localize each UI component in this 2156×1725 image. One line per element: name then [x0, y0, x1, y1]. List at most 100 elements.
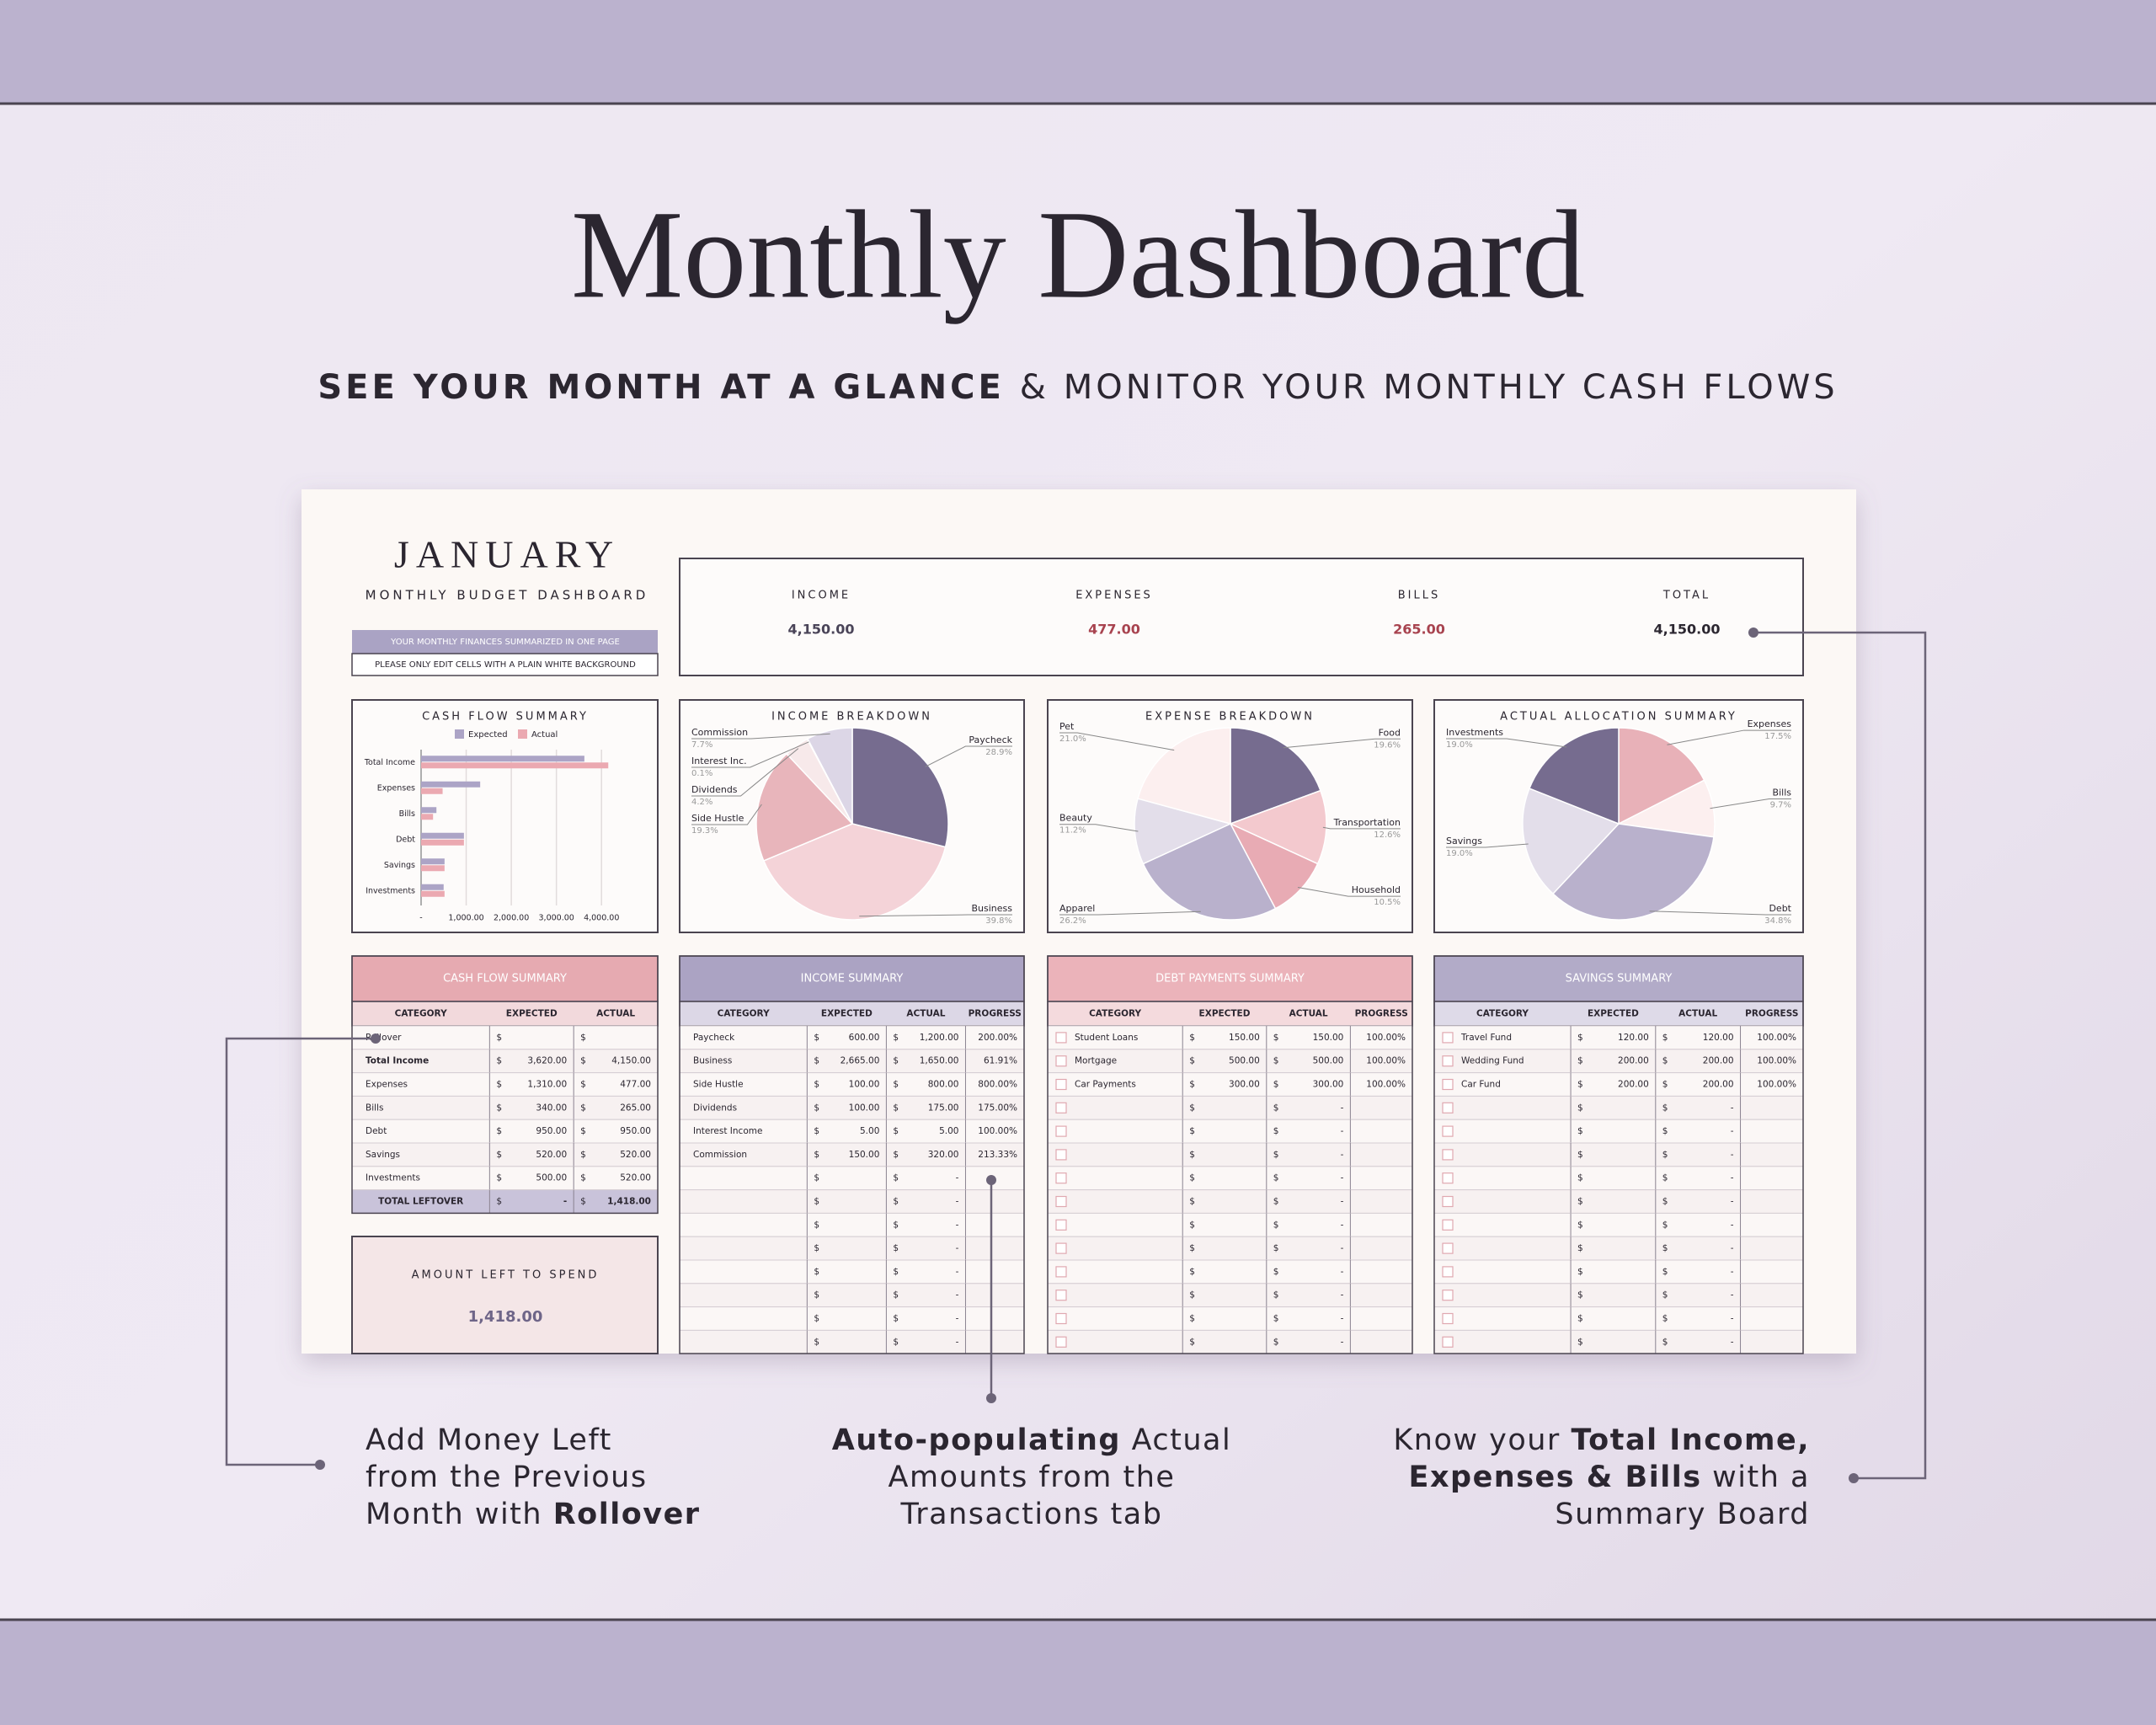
table-row: [351, 1119, 659, 1144]
checkbox[interactable]: [1442, 1172, 1454, 1184]
checkbox[interactable]: [1442, 1219, 1454, 1231]
checkbox[interactable]: [1055, 1312, 1067, 1325]
pie-slice: [755, 752, 854, 862]
checkbox[interactable]: [1055, 1195, 1067, 1208]
leader-line: [1059, 911, 1201, 916]
pie-value-label: 11.2%: [1059, 826, 1086, 836]
cell-value: 100.00%: [1366, 1056, 1406, 1066]
note-banner: [352, 630, 658, 654]
checkbox[interactable]: [1055, 1266, 1067, 1278]
checkbox[interactable]: [1055, 1290, 1067, 1301]
page-subtitle: SEE YOUR MONTH AT A GLANCE & MONITOR YOUR…: [318, 368, 1838, 407]
currency-sign: $: [1577, 1220, 1583, 1230]
note-banner-text: YOUR MONTHLY FINANCES SUMMARIZED IN ONE …: [390, 638, 620, 647]
checkbox[interactable]: [1055, 1125, 1067, 1137]
column-header: PROGRESS: [1355, 1009, 1408, 1019]
checkbox[interactable]: [1055, 1336, 1067, 1348]
pie-slice: [1529, 727, 1620, 825]
checkbox[interactable]: [1442, 1195, 1454, 1208]
table-row: [1047, 1095, 1413, 1120]
column-header: EXPECTED: [1199, 1009, 1251, 1019]
subtitle-bold: SEE YOUR MONTH AT A GLANCE: [318, 368, 1004, 407]
cell-value: -: [956, 1290, 959, 1300]
currency-sign: $: [893, 1197, 899, 1207]
currency-sign: $: [1662, 1220, 1668, 1230]
column-header: EXPECTED: [821, 1009, 873, 1019]
checkbox[interactable]: [1055, 1219, 1067, 1231]
cell-value: 150.00: [1229, 1033, 1260, 1043]
column-header: PROGRESS: [1745, 1009, 1798, 1019]
table-row: [1433, 1259, 1804, 1284]
table-row: [1047, 1259, 1413, 1284]
cell-value: -: [1731, 1173, 1734, 1183]
currency-sign: $: [1273, 1243, 1279, 1253]
pie-label: Household: [1352, 884, 1401, 895]
x-tick-label: 2,000.00: [494, 914, 529, 923]
checkbox[interactable]: [1055, 1078, 1067, 1091]
currency-sign: $: [1273, 1103, 1279, 1113]
table-row: [679, 1283, 1025, 1308]
checkbox[interactable]: [1055, 1149, 1067, 1161]
cell-text: Side Hustle: [693, 1080, 744, 1090]
checkbox[interactable]: [1055, 1172, 1067, 1184]
callout-line: Amounts from the: [889, 1461, 1176, 1494]
currency-sign: $: [1662, 1267, 1668, 1277]
checkbox[interactable]: [1442, 1102, 1454, 1114]
checkbox[interactable]: [1442, 1055, 1454, 1067]
currency-sign: $: [1189, 1126, 1195, 1136]
currency-sign: $: [814, 1080, 819, 1090]
y-tick-label: Investments: [366, 886, 415, 895]
checkbox[interactable]: [1442, 1242, 1454, 1254]
checkbox[interactable]: [1055, 1102, 1067, 1114]
checkbox[interactable]: [1442, 1032, 1454, 1044]
currency-sign: $: [1273, 1150, 1279, 1160]
currency-sign: $: [1189, 1243, 1195, 1253]
checkbox[interactable]: [1442, 1336, 1454, 1348]
checkbox[interactable]: [1442, 1266, 1454, 1278]
currency-sign: $: [496, 1150, 502, 1160]
chart-box: [351, 699, 659, 933]
currency-sign: $: [893, 1150, 899, 1160]
summary-value: 265.00: [1393, 622, 1445, 638]
callout-segment: Month with: [366, 1498, 553, 1531]
y-tick-label: Debt: [396, 835, 415, 844]
column-header: CATEGORY: [718, 1009, 770, 1019]
checkbox[interactable]: [1442, 1125, 1454, 1137]
table-row: [1047, 1166, 1413, 1191]
currency-sign: $: [496, 1173, 502, 1183]
checkbox[interactable]: [1055, 1055, 1067, 1067]
column-header: ACTUAL: [596, 1009, 635, 1019]
table-row: [679, 1189, 1025, 1214]
cell-value: 1,650.00: [920, 1056, 959, 1066]
legend-label: Expected: [468, 730, 508, 740]
y-tick-label: Savings: [384, 861, 415, 870]
currency-sign: $: [893, 1290, 899, 1300]
currency-sign: $: [496, 1080, 502, 1090]
currency-sign: $: [893, 1337, 899, 1347]
currency-sign: $: [1189, 1337, 1195, 1347]
checkbox[interactable]: [1055, 1032, 1067, 1044]
checkbox[interactable]: [1055, 1242, 1067, 1254]
cell-text: Dividends: [693, 1103, 737, 1113]
currency-sign: $: [1577, 1033, 1583, 1043]
cell-value: -: [1731, 1243, 1734, 1253]
currency-sign: $: [1662, 1080, 1668, 1090]
subtitle-rest: & MONITOR YOUR MONTHLY CASH FLOWS: [1020, 368, 1838, 407]
currency-sign: $: [1662, 1290, 1668, 1300]
pie-value-label: 17.5%: [1764, 732, 1791, 741]
currency-sign: $: [1662, 1337, 1668, 1347]
currency-sign: $: [893, 1126, 899, 1136]
pie-value-label: 34.8%: [1764, 916, 1791, 926]
cell-text: Commission: [693, 1150, 747, 1160]
pie-value-label: 39.8%: [985, 916, 1012, 926]
checkbox[interactable]: [1442, 1149, 1454, 1161]
checkbox[interactable]: [1442, 1312, 1454, 1325]
pie-slice: [1229, 789, 1327, 865]
cell-value: 340.00: [536, 1103, 567, 1113]
checkbox[interactable]: [1442, 1078, 1454, 1091]
checkbox[interactable]: [1442, 1290, 1454, 1301]
currency-sign: $: [1662, 1150, 1668, 1160]
pie-value-label: 4.2%: [691, 798, 712, 807]
callout-segment: Amounts from the: [889, 1461, 1176, 1494]
cell-value: -: [1341, 1150, 1344, 1160]
